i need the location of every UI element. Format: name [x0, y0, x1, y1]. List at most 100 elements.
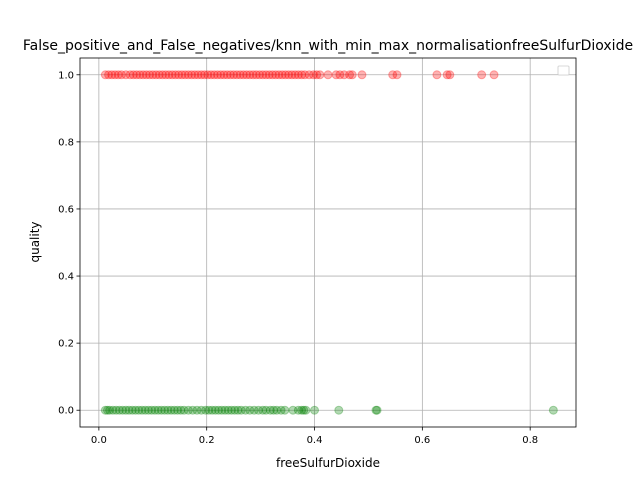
data-point [339, 70, 349, 80]
data-point [151, 70, 161, 80]
data-point [232, 70, 242, 80]
data-point [177, 70, 187, 80]
data-point [315, 70, 325, 80]
data-point [217, 405, 227, 415]
data-point [108, 405, 118, 415]
data-point [203, 70, 213, 80]
data-point [357, 70, 367, 80]
data-point [288, 405, 298, 415]
data-point [124, 405, 134, 415]
data-point [134, 405, 144, 415]
data-point [192, 405, 202, 415]
data-point [164, 70, 174, 80]
data-point [280, 405, 290, 415]
data-point [265, 405, 275, 415]
data-point [308, 70, 318, 80]
data-point [261, 70, 271, 80]
data-point [207, 405, 217, 415]
data-point [161, 70, 171, 80]
data-point [220, 405, 230, 415]
data-point [183, 405, 193, 415]
data-point [236, 405, 246, 415]
data-point [105, 405, 115, 415]
data-point [293, 70, 303, 80]
data-point [121, 70, 131, 80]
data-point [100, 405, 110, 415]
data-point [128, 70, 138, 80]
data-point [372, 405, 382, 415]
data-point [312, 70, 322, 80]
data-point [297, 405, 307, 415]
data-point [209, 70, 219, 80]
data-point [331, 70, 341, 80]
data-point [110, 70, 120, 80]
data-point [489, 70, 499, 80]
y-axis-ticks: 0.0 0.2 0.4 0.6 0.8 1.0 [58, 70, 80, 417]
data-point [196, 70, 206, 80]
data-point [271, 70, 281, 80]
data-point [138, 70, 148, 80]
data-point [280, 70, 290, 80]
data-point [261, 405, 271, 415]
data-point [445, 70, 455, 80]
data-point [200, 70, 210, 80]
data-point [201, 405, 211, 415]
data-point [148, 70, 158, 80]
data-point [248, 70, 258, 80]
data-point [264, 70, 274, 80]
data-point [145, 70, 155, 80]
data-point [206, 70, 216, 80]
data-point [160, 405, 170, 415]
y-tick-label: 0.0 [58, 406, 74, 417]
data-point [180, 70, 190, 80]
data-point [190, 70, 200, 80]
data-point [170, 70, 180, 80]
data-point [169, 405, 179, 415]
data-point [225, 70, 235, 80]
plot-frame [79, 57, 577, 428]
data-point [233, 405, 243, 415]
data-point [323, 70, 333, 80]
x-tick-label: 0.4 [307, 435, 323, 446]
data-point [150, 405, 160, 415]
data-point [131, 405, 141, 415]
data-point [388, 70, 398, 80]
data-point [226, 405, 236, 415]
y-tick-label: 1.0 [58, 70, 74, 81]
data-point [255, 70, 265, 80]
plot-area [80, 58, 576, 427]
data-point [187, 70, 197, 80]
chart-title: False_positive_and_False_negatives/knn_w… [23, 38, 633, 54]
data-point [267, 70, 277, 80]
data-point [132, 70, 142, 80]
data-point [163, 405, 173, 415]
x-tick-label: 0.8 [522, 435, 538, 446]
data-point [230, 405, 240, 415]
data-point [272, 405, 282, 415]
data-point [125, 70, 135, 80]
data-point [258, 70, 268, 80]
data-point [196, 405, 206, 415]
data-point [104, 70, 114, 80]
data-point [304, 70, 314, 80]
data-point [212, 70, 222, 80]
data-point [229, 70, 239, 80]
data-point [300, 70, 310, 80]
data-point [274, 70, 284, 80]
y-tick-label: 0.2 [58, 339, 74, 350]
data-point [176, 405, 186, 415]
data-point [153, 405, 163, 415]
y-tick-label: 0.8 [58, 137, 74, 148]
data-point [121, 405, 131, 415]
data-point [287, 70, 297, 80]
data-point [173, 405, 183, 415]
data-point [167, 70, 177, 80]
data-point [432, 70, 442, 80]
data-point [477, 70, 487, 80]
data-point [179, 405, 189, 415]
data-point [157, 70, 167, 80]
data-point [345, 70, 355, 80]
data-point [253, 405, 263, 415]
data-point [137, 405, 147, 415]
